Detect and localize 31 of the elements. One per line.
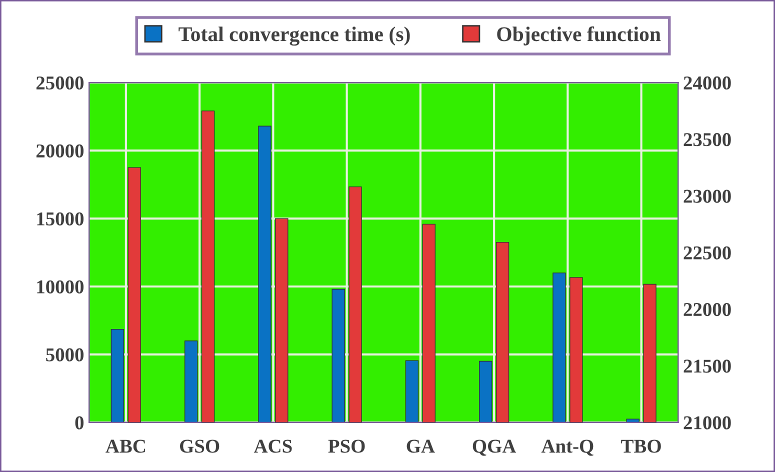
y-tick-label: 5000 — [46, 348, 84, 362]
y-tick-label: 15000 — [37, 212, 84, 226]
bar — [110, 328, 124, 422]
bar — [478, 360, 492, 422]
x-tick-label: TBO — [621, 440, 661, 453]
y-tick-label: 20000 — [36, 144, 84, 158]
bar — [258, 126, 272, 422]
legend-label: Objective function — [497, 26, 661, 46]
y2-tick-label: 21000 — [684, 416, 731, 430]
y-tick-label: 25000 — [36, 76, 84, 90]
y2-tick-label: 21500 — [684, 360, 731, 373]
x-tick-label: GSO — [180, 440, 220, 453]
x-tick-label: GA — [406, 440, 435, 453]
y-tick-label: 10000 — [37, 280, 84, 294]
bar — [184, 340, 198, 422]
x-tick-label: ABC — [106, 440, 145, 453]
x-tick-label: ACS — [254, 440, 292, 453]
legend-label: Total convergence time (s) — [178, 26, 410, 46]
bar — [552, 272, 566, 422]
x-tick-label: QGA — [472, 440, 516, 456]
y2-tick-label: 24000 — [684, 76, 731, 90]
bar — [405, 360, 419, 422]
x-tick-label: Ant-Q — [541, 440, 594, 456]
y2-tick-label: 23000 — [684, 190, 731, 203]
y-tick-label: 0 — [75, 416, 84, 430]
bar — [626, 418, 640, 422]
y2-tick-label: 22000 — [684, 302, 731, 316]
y2-tick-label: 22500 — [684, 246, 731, 260]
bar — [332, 288, 345, 422]
x-tick-label: PSO — [328, 440, 365, 453]
y2-tick-label: 23500 — [684, 133, 731, 146]
